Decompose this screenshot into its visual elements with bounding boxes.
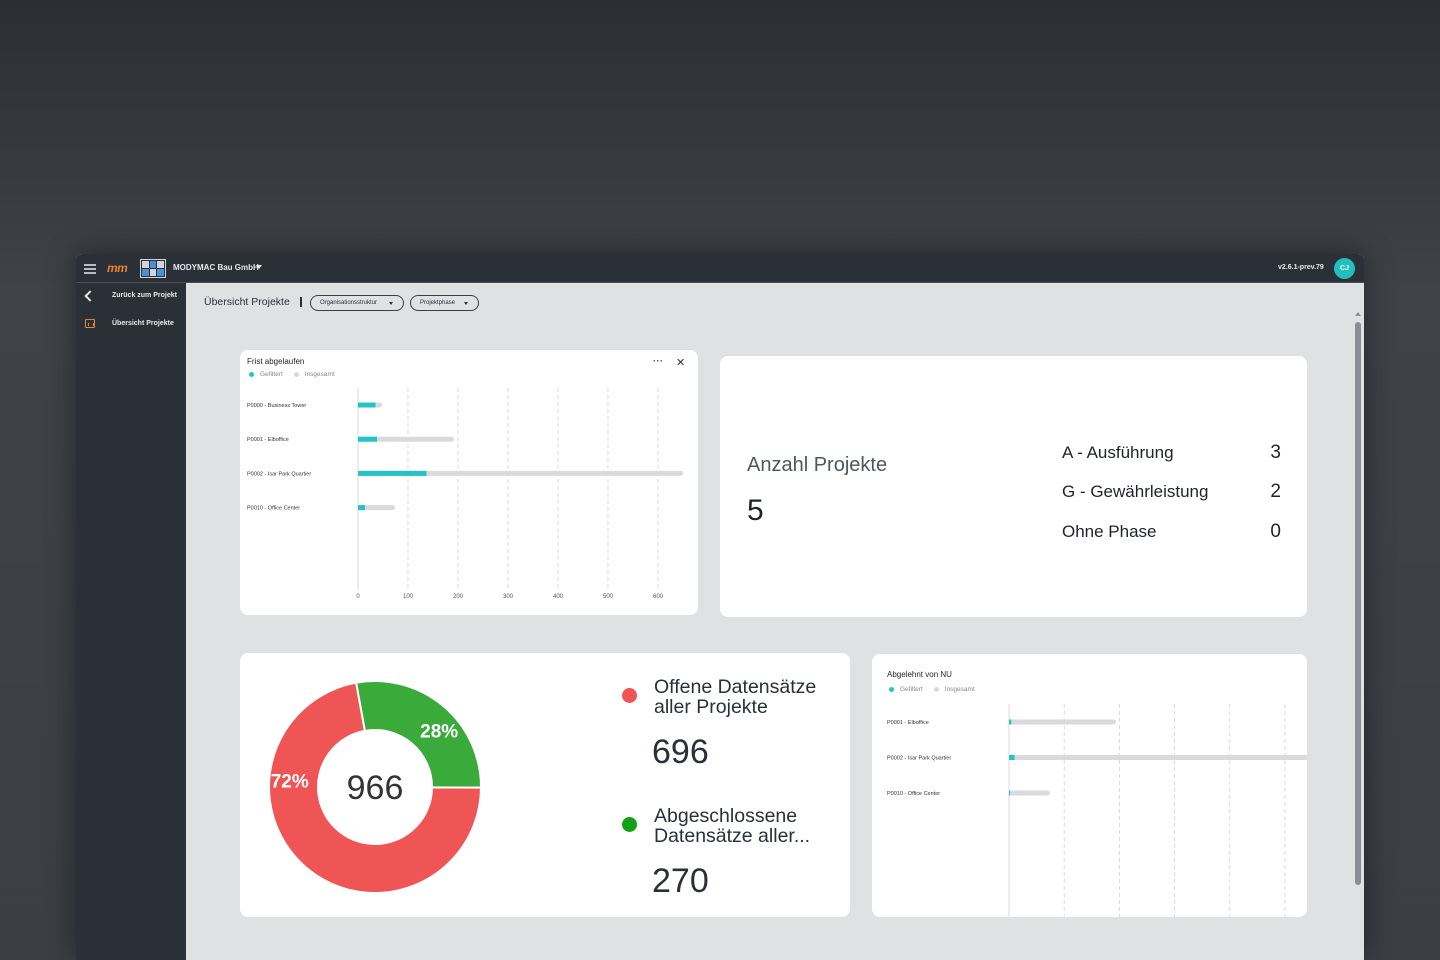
avatar[interactable]: CJ [1334,258,1355,279]
frist-chart: 0 100 200 300 400 500 600 P0000 - Business Towe… [247,388,683,600]
menu-icon[interactable] [84,264,96,274]
divider [300,297,302,307]
legend-item-total[interactable]: Insgesamt [933,686,975,693]
sidebar-item-label: Zurück zum Projekt [112,292,177,299]
datensaetze-card: 28% 72% 966 Offene Datensätze aller Projek… [240,653,850,917]
legend-dot [293,372,299,377]
phase-value: 2 [1270,481,1281,502]
bar-filtered [1009,719,1012,725]
filter-projektphase[interactable]: Projektphase [410,295,479,311]
closed-count: 270 [652,862,709,900]
company-selector[interactable]: MODYMAC Bau GmbH [173,263,259,272]
chart-legend: Gefiltert Insgesamt [249,371,346,378]
tick-label: 100 [403,594,414,600]
tick-label: 200 [453,594,464,600]
bar-filtered [358,505,365,511]
phase-value: 3 [1270,442,1281,463]
legend-label-closed: Abgeschlossene Datensätze aller... [654,805,811,847]
legend-label-open: Offene Datensätze aller Projekte [654,676,817,718]
tick-label: 600 [653,594,664,600]
bar-total [1009,719,1117,725]
bar-total [1009,755,1307,760]
scroll-up-icon[interactable] [1355,312,1361,316]
scrollbar-thumb[interactable] [1355,322,1361,885]
legend-item-filtered[interactable]: Gefiltert [249,371,283,378]
sidebar-item-label: Übersicht Projekte [112,320,174,327]
bar-total [358,505,395,511]
category-label: P0001 - Elboffice [247,437,289,443]
version-label: v2.6.1-prev.79 [1278,264,1324,271]
company-logo-icon [140,259,166,278]
phase-name: Ohne Phase [1062,522,1157,541]
chart-legend: Gefiltert Insgesamt [889,686,986,693]
category-label: P0002 - Isar Park Quartier [887,756,951,762]
open-count: 696 [652,733,709,771]
abgelehnt-chart: P0001 - Elboffice P0002 - Isar Park Quart… [887,704,1307,917]
donut-segment-closed [354,680,482,789]
category-label: P0010 - Office Center [247,506,300,512]
legend-label: Gefiltert [260,371,283,378]
bar-filtered [1009,755,1015,760]
close-icon[interactable]: ✕ [676,357,686,369]
app-window: mm MODYMAC Bau GmbH v2.6.1-prev.79 CJ Zu… [76,254,1364,960]
category-label: P0000 - Business Tower [247,403,306,409]
phase-value: 0 [1270,521,1281,542]
chevron-left-icon [84,290,96,302]
chart-icon [85,319,95,328]
legend-label: Insgesamt [944,686,975,693]
top-bar: mm MODYMAC Bau GmbH v2.6.1-prev.79 CJ [76,254,1364,283]
segment-percent-label: 72% [271,771,309,792]
sidebar-item-back[interactable]: Zurück zum Projekt [84,290,184,304]
phase-name: G - Gewährleistung [1062,482,1209,501]
filter-label: Projektphase [420,300,456,306]
abgelehnt-nu-card: Abgelehnt von NU Gefiltert Insgesamt P00… [872,654,1307,917]
frist-abgelaufen-card: Frist abgelaufen Gefiltert Insgesamt ···… [240,350,698,615]
kpi-value: 5 [747,494,764,527]
bar-total [358,436,454,442]
tick-label: 500 [603,594,614,600]
bar-filtered [358,402,376,408]
legend-dot-closed [622,817,637,832]
legend-dot [249,372,254,377]
bar-total [358,470,683,476]
kpi-label: Anzahl Projekte [747,454,888,476]
category-label: P0002 - Isar Park Quartier [247,471,311,477]
donut-total: 966 [347,769,404,807]
sidebar-item-overview[interactable]: Übersicht Projekte [84,318,184,332]
page-title: Übersicht Projekte [204,296,290,308]
category-label: P0010 - Office Center [887,791,940,797]
legend-label: Gefiltert [900,686,923,693]
filter-label: Organisationsstruktur [320,300,378,306]
legend-item-filtered[interactable]: Gefiltert [889,686,923,693]
legend-dot-open [622,688,637,703]
tick-label: 0 [356,594,360,600]
chevron-down-icon [389,302,393,305]
donut-segment-open [268,681,483,894]
bar-filtered [358,470,427,476]
chevron-down-icon [464,302,468,305]
category-label: P0001 - Elboffice [887,720,929,726]
filter-organisation[interactable]: Organisationsstruktur [310,295,404,311]
bar-filtered [1009,790,1011,796]
bar-total [1009,790,1050,796]
card-title: Abgelehnt von NU [887,670,952,679]
sidebar: Zurück zum Projekt Übersicht Projekte [76,283,186,960]
chevron-down-icon[interactable] [256,265,262,269]
more-options-icon[interactable]: ··· [653,356,664,366]
donut-chart: 28% 72% 966 [268,680,483,894]
tick-label: 300 [503,594,514,600]
legend-dot [889,687,894,692]
scrollbar[interactable] [1353,312,1363,960]
brand-logo: mm [107,261,128,275]
card-title: Frist abgelaufen [247,357,305,366]
segment-percent-label: 28% [420,721,458,742]
legend-label: Insgesamt [304,371,335,378]
anzahl-projekte-card: Anzahl Projekte 5 A - Ausführung 3 G - G… [720,356,1307,617]
tick-label: 400 [553,594,564,600]
bar-filtered [358,436,377,442]
legend-dot [933,687,939,692]
phase-name: A - Ausführung [1062,443,1174,462]
legend-item-total[interactable]: Insgesamt [293,371,335,378]
